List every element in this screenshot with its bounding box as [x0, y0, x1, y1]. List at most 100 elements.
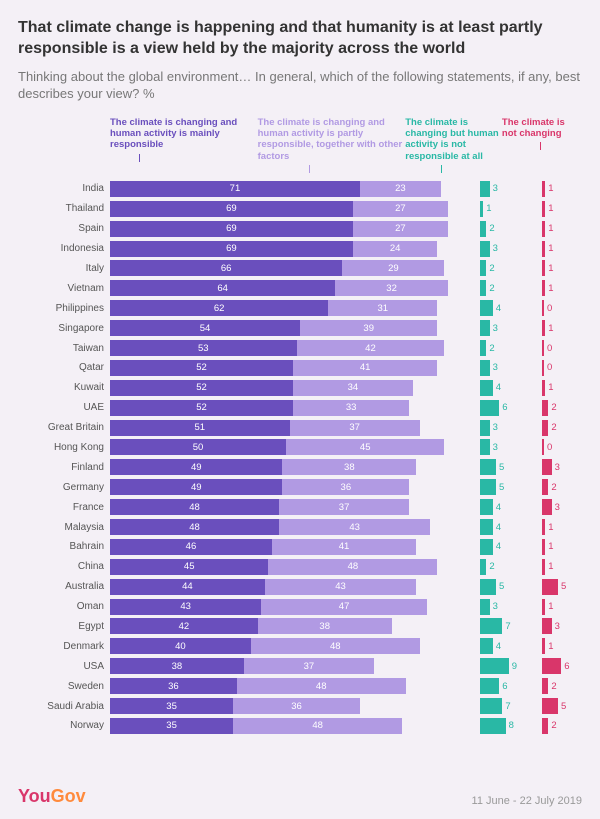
mini-bar-label: 5 [561, 701, 566, 712]
mini-bar-label: 1 [548, 283, 553, 294]
bar-zone: 364862 [110, 678, 586, 694]
bar-zone: 464141 [110, 539, 586, 555]
mini-bar-label: 2 [489, 561, 494, 572]
segment-mainly: 66 [110, 260, 342, 276]
legend-label: The climate is changing but human activi… [405, 117, 500, 163]
mini-bar-fill [480, 300, 493, 316]
segment-partly: 31 [328, 300, 437, 316]
mini-bar-notchanging: 3 [542, 618, 586, 634]
stacked-bar: 5342 [110, 340, 462, 356]
country-label: Kuwait [18, 382, 110, 393]
bar-zone: 4548 2 1 [110, 559, 586, 575]
mini-bar-fill [542, 221, 545, 237]
data-row: Norway354882 [18, 716, 582, 735]
mini-bar-fill [480, 241, 490, 257]
mini-bar-fill [542, 599, 545, 615]
mini-bar-notchanging: 1 [542, 519, 586, 535]
mini-bar-fill [480, 360, 490, 376]
mini-bar-notchanging: 1 [542, 559, 586, 575]
mini-bar-notchanging: 1 [542, 280, 586, 296]
data-row: Qatar524130 [18, 358, 582, 377]
data-row: Thailand692711 [18, 199, 582, 218]
bar-zone: 6927 1 1 [110, 201, 586, 217]
mini-bar-notresp: 3 [480, 360, 534, 376]
mini-bar-fill [542, 698, 558, 714]
stacked-bar: 5234 [110, 380, 462, 396]
mini-bar-fill [480, 459, 496, 475]
mini-bar-fill [542, 241, 545, 257]
mini-bar-label: 3 [493, 243, 498, 254]
legend-item-notresp: The climate is changing but human activi… [405, 117, 500, 174]
data-row: Australia444355 [18, 577, 582, 596]
stacked-bar: 3548 [110, 718, 462, 734]
mini-bar-notresp: 7 [480, 618, 534, 634]
yougov-logo: YouGov [18, 786, 86, 807]
country-label: Italy [18, 263, 110, 274]
country-label: Germany [18, 482, 110, 493]
mini-bar-label: 3 [493, 601, 498, 612]
stacked-bar: 5233 [110, 400, 462, 416]
stacked-bar: 4548 [110, 559, 462, 575]
mini-bar-notchanging: 2 [542, 678, 586, 694]
segment-mainly: 48 [110, 519, 279, 535]
mini-bar-fill [542, 201, 545, 217]
mini-bar-fill [542, 420, 548, 436]
mini-bar-fill [480, 519, 493, 535]
data-row: Saudi Arabia353675 [18, 696, 582, 715]
country-label: UAE [18, 402, 110, 413]
mini-bar-fill [480, 718, 506, 734]
data-row: Egypt423873 [18, 617, 582, 636]
data-row: Singapore543931 [18, 318, 582, 337]
segment-mainly: 49 [110, 479, 282, 495]
stacked-bar: 4347 [110, 599, 462, 615]
mini-bar-fill [480, 499, 493, 515]
segment-partly: 43 [265, 579, 416, 595]
mini-bar-notresp: 5 [480, 459, 534, 475]
mini-bar-label: 1 [548, 522, 553, 533]
mini-bar-label: 9 [512, 661, 517, 672]
segment-mainly: 38 [110, 658, 244, 674]
segment-mainly: 69 [110, 241, 353, 257]
data-row: Kuwait523441 [18, 378, 582, 397]
stacked-bar: 7123 [110, 181, 462, 197]
stacked-bar: 5137 [110, 420, 462, 436]
segment-mainly: 45 [110, 559, 268, 575]
mini-bar-label: 4 [496, 522, 501, 533]
bar-zone: 493853 [110, 459, 586, 475]
country-label: Hong Kong [18, 442, 110, 453]
segment-mainly: 52 [110, 380, 293, 396]
segment-mainly: 35 [110, 698, 233, 714]
mini-bar-fill [480, 400, 499, 416]
bar-zone: 483743 [110, 499, 586, 515]
mini-bar-notchanging: 2 [542, 718, 586, 734]
mini-bar-fill [480, 380, 493, 396]
mini-bar-notchanging: 0 [542, 340, 586, 356]
bar-zone: 434731 [110, 599, 586, 615]
mini-bar-fill [542, 280, 545, 296]
mini-bar-fill [542, 559, 545, 575]
legend-label: The climate is not changing [502, 117, 582, 140]
mini-bar-label: 6 [564, 661, 569, 672]
mini-bar-label: 2 [551, 720, 556, 731]
mini-bar-label: 1 [486, 203, 491, 214]
chart-title: That climate change is happening and tha… [18, 18, 582, 60]
bar-zone: 504530 [110, 439, 586, 455]
segment-partly: 32 [335, 280, 448, 296]
segment-mainly: 71 [110, 181, 360, 197]
mini-bar-notresp: 4 [480, 499, 534, 515]
country-label: India [18, 183, 110, 194]
segment-mainly: 49 [110, 459, 282, 475]
stacked-bar: 3536 [110, 698, 462, 714]
data-row: France483743 [18, 498, 582, 517]
mini-bar-label: 5 [499, 482, 504, 493]
mini-bar-label: 1 [548, 203, 553, 214]
segment-partly: 38 [282, 459, 416, 475]
bar-zone: 354882 [110, 718, 586, 734]
stacked-bar: 6927 [110, 201, 462, 217]
mini-bar-fill [480, 479, 496, 495]
segment-mainly: 44 [110, 579, 265, 595]
data-row: Oman434731 [18, 597, 582, 616]
logo-part2: Gov [51, 786, 86, 806]
mini-bar-notresp: 3 [480, 599, 534, 615]
mini-bar-notchanging: 1 [542, 201, 586, 217]
